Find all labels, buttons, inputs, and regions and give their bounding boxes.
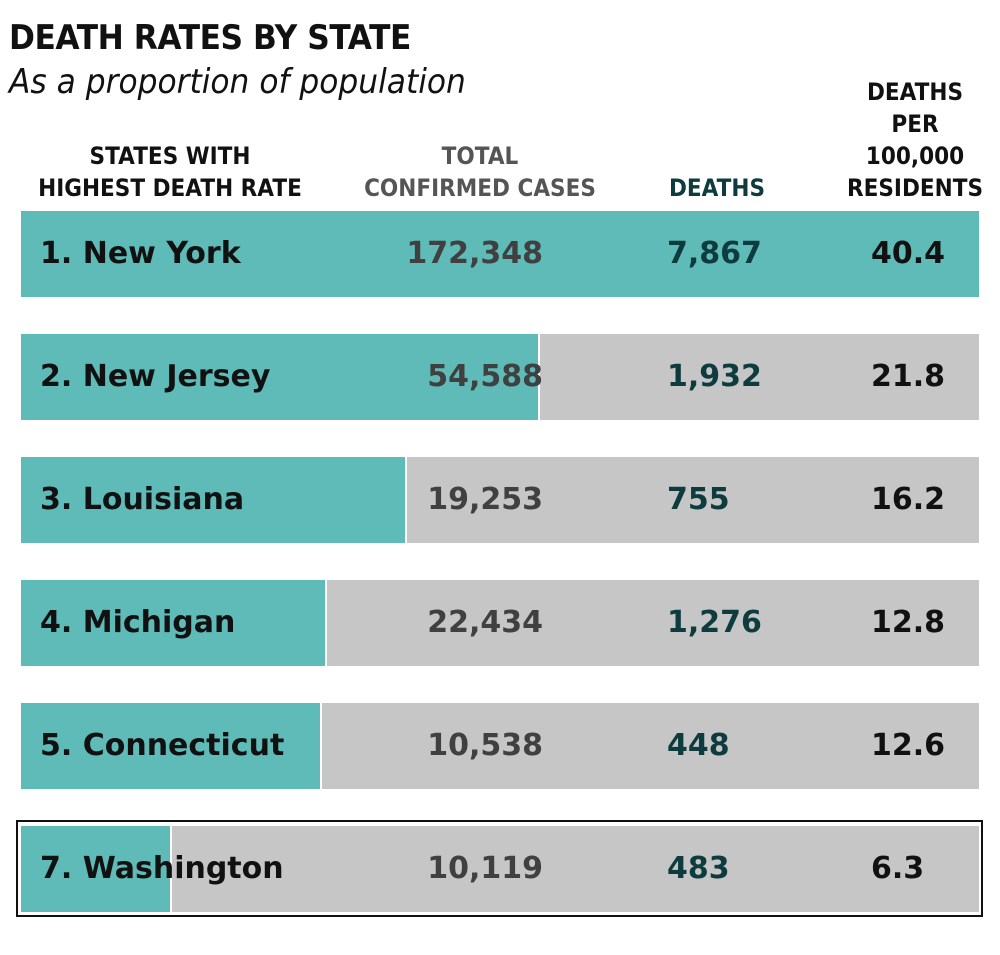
rate-bar: [21, 334, 540, 420]
column-header-rate-line-3: 100,000: [865, 142, 965, 170]
deaths-value: 1,932: [667, 359, 762, 394]
column-header-deaths-line-1: DEATHS: [668, 174, 766, 202]
rate-value: 12.8: [871, 605, 946, 640]
column-header-cases-line-2: CONFIRMED CASES: [364, 174, 596, 202]
rate-bar: [21, 211, 979, 297]
rate-value: 6.3: [871, 851, 925, 886]
state-label: 4. Michigan: [40, 605, 236, 640]
rate-bar: [21, 703, 322, 789]
table-row: 2. New Jersey 54,588 1,932 21.8: [21, 334, 979, 420]
state-label: 3. Louisiana: [40, 482, 245, 517]
column-header-state-line-2: HIGHEST DEATH RATE: [38, 174, 302, 202]
cases-value: 54,588: [427, 359, 543, 394]
chart-subtitle: As a proportion of population: [9, 62, 466, 102]
column-header-cases-line-1: TOTAL: [441, 142, 519, 170]
cases-value: 19,253: [427, 482, 543, 517]
table-row: 7. Washington 10,119 483 6.3: [21, 826, 979, 912]
rate-value: 21.8: [871, 359, 946, 394]
rate-bar: [21, 580, 327, 666]
column-header-state-line-1: STATES WITH: [89, 142, 251, 170]
state-label: 5. Connecticut: [40, 728, 285, 763]
column-header-state: STATES WITH HIGHEST DEATH RATE: [35, 140, 305, 204]
column-header-rate-line-2: PER: [891, 110, 939, 138]
column-header-rate-line-1: DEATHS: [866, 78, 964, 106]
cases-value: 22,434: [427, 605, 543, 640]
table-row: 5. Connecticut 10,538 448 12.6: [21, 703, 979, 789]
rate-value: 40.4: [871, 236, 946, 271]
column-header-rate-line-4: RESIDENTS: [846, 174, 984, 202]
chart-title: DEATH RATES BY STATE: [9, 18, 411, 58]
table-row: 4. Michigan 22,434 1,276 12.8: [21, 580, 979, 666]
cases-value: 172,348: [406, 236, 543, 271]
table-row: 3. Louisiana 19,253 755 16.2: [21, 457, 979, 543]
deaths-value: 448: [667, 728, 730, 763]
state-label: 1. New York: [40, 236, 241, 271]
column-header-deaths: DEATHS: [627, 172, 807, 204]
rate-bar: [21, 457, 407, 543]
rate-value: 16.2: [871, 482, 946, 517]
deaths-value: 755: [667, 482, 730, 517]
rate-value: 12.6: [871, 728, 946, 763]
cases-value: 10,119: [427, 851, 543, 886]
cases-value: 10,538: [427, 728, 543, 763]
column-header-cases: TOTAL CONFIRMED CASES: [345, 140, 615, 204]
deaths-value: 7,867: [667, 236, 762, 271]
deaths-value: 1,276: [667, 605, 762, 640]
column-header-rate: DEATHS PER 100,000 RESIDENTS: [825, 76, 1000, 204]
deaths-value: 483: [667, 851, 730, 886]
table-row: 1. New York 172,348 7,867 40.4: [21, 211, 979, 297]
state-label: 2. New Jersey: [40, 359, 271, 394]
rate-bar: [21, 826, 172, 912]
state-label: 7. Washington: [40, 851, 284, 886]
